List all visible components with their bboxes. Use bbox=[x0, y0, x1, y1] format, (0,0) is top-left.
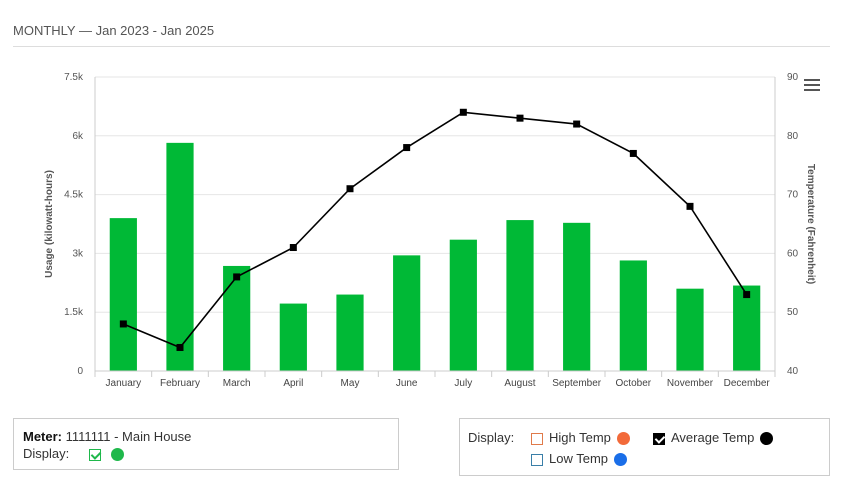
usage-bar bbox=[733, 285, 761, 371]
y2-axis-title: Temperature (Fahrenheit) bbox=[805, 164, 816, 284]
usage-bar bbox=[619, 260, 647, 371]
usage-temperature-chart: 0 40 1.5k 50 3k 60 4.5k 70 6k 80 7.5k 90 January Febr… bbox=[44, 72, 816, 389]
legend-title: Display: bbox=[468, 430, 515, 445]
usage-bar bbox=[506, 220, 534, 371]
usage-checkbox[interactable] bbox=[88, 448, 101, 461]
usage-bar bbox=[563, 222, 591, 371]
legend-low-temp[interactable]: Low Temp bbox=[531, 451, 628, 467]
y-axis-title: Usage (kilowatt-hours) bbox=[44, 170, 55, 278]
y-tick-label: 7.5k bbox=[64, 72, 84, 83]
page-title: MONTHLY — Jan 2023 - Jan 2025 bbox=[13, 23, 215, 38]
x-tick-label: August bbox=[504, 378, 535, 389]
chart-menu-icon[interactable] bbox=[804, 79, 820, 93]
usage-bar bbox=[393, 255, 421, 371]
usage-bar bbox=[166, 142, 194, 371]
x-tick-label: January bbox=[106, 378, 142, 389]
usage-bar bbox=[109, 218, 137, 371]
high-temp-color-dot bbox=[616, 432, 630, 446]
x-tick-label: October bbox=[616, 378, 652, 389]
average-temp-color-dot bbox=[760, 432, 774, 446]
average-temp-point bbox=[176, 343, 184, 351]
average-temp-point bbox=[573, 120, 581, 128]
usage-bar bbox=[449, 239, 477, 371]
y-tick-label: 4.5k bbox=[64, 190, 84, 201]
low-temp-color-dot bbox=[614, 453, 628, 467]
y2-tick-label: 80 bbox=[787, 131, 799, 142]
low-temp-checkbox[interactable] bbox=[531, 453, 543, 466]
x-tick-label: February bbox=[160, 378, 200, 389]
meter-display-label: Display: bbox=[23, 446, 70, 461]
average-temp-point bbox=[289, 244, 297, 252]
y2-tick-label: 50 bbox=[787, 307, 799, 318]
average-temp-point bbox=[743, 291, 751, 299]
usage-bar bbox=[279, 303, 307, 371]
high-temp-label: High Temp bbox=[549, 430, 611, 445]
x-tick-label: September bbox=[552, 378, 602, 389]
x-tick-label: June bbox=[396, 378, 418, 389]
low-temp-label: Low Temp bbox=[549, 451, 609, 466]
usage-bar bbox=[676, 288, 704, 371]
y2-tick-label: 90 bbox=[787, 72, 799, 83]
y-tick-label: 0 bbox=[77, 366, 83, 377]
meter-panel: Meter: 1111111 - Main House Display: bbox=[13, 418, 399, 470]
usage-color-dot bbox=[110, 448, 124, 462]
legend-high-temp[interactable]: High Temp bbox=[531, 430, 630, 446]
average-temp-point bbox=[516, 114, 524, 122]
average-temp-point bbox=[346, 185, 354, 193]
average-temp-point bbox=[686, 202, 694, 210]
y2-tick-label: 70 bbox=[787, 190, 799, 201]
average-temp-checkbox[interactable] bbox=[653, 432, 665, 445]
x-tick-label: November bbox=[667, 378, 714, 389]
header-divider bbox=[13, 46, 830, 47]
temperature-legend-panel: Display: High Temp Low Temp Average Temp bbox=[459, 418, 830, 476]
average-temp-point bbox=[629, 149, 637, 157]
average-temp-point bbox=[403, 144, 411, 152]
x-tick-label: April bbox=[283, 378, 303, 389]
y-tick-label: 6k bbox=[72, 131, 84, 142]
average-temp-line bbox=[123, 111, 748, 349]
y2-tick-label: 40 bbox=[787, 366, 799, 377]
x-tick-label: December bbox=[724, 378, 771, 389]
meter-info: Meter: 1111111 - Main House bbox=[23, 429, 191, 444]
average-temp-point bbox=[119, 320, 127, 328]
legend-average-temp[interactable]: Average Temp bbox=[653, 430, 774, 446]
usage-bar bbox=[336, 294, 364, 371]
meter-display: Display: bbox=[23, 446, 124, 462]
high-temp-checkbox[interactable] bbox=[531, 432, 543, 445]
meter-value: 1111111 - Main House bbox=[65, 429, 192, 444]
x-tick-label: May bbox=[341, 378, 360, 389]
y-tick-label: 3k bbox=[72, 248, 84, 259]
y-tick-label: 1.5k bbox=[64, 307, 84, 318]
usage-bar bbox=[223, 265, 251, 371]
y2-tick-label: 60 bbox=[787, 248, 799, 259]
average-temp-label: Average Temp bbox=[671, 430, 755, 445]
average-temp-point bbox=[233, 273, 241, 281]
x-tick-label: July bbox=[454, 378, 472, 389]
average-temp-point bbox=[459, 108, 467, 116]
x-tick-label: March bbox=[223, 378, 251, 389]
meter-label: Meter: bbox=[23, 429, 63, 444]
